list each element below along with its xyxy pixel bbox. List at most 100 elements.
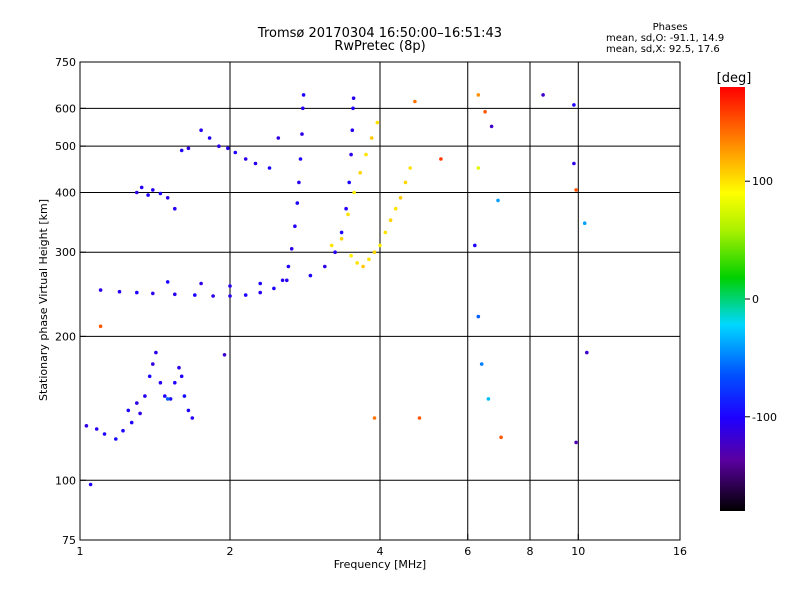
data-point — [165, 397, 170, 401]
data-point — [165, 280, 170, 284]
data-point — [383, 230, 388, 235]
data-point — [139, 185, 144, 190]
data-point — [350, 128, 355, 132]
data-point — [199, 128, 203, 132]
colorbar — [720, 87, 745, 511]
data-point — [352, 190, 357, 195]
data-point — [190, 416, 195, 420]
data-point — [286, 264, 291, 269]
data-point — [403, 180, 408, 185]
data-point — [486, 397, 491, 401]
data-point — [476, 314, 481, 319]
data-point — [199, 281, 203, 286]
y-tick-label: 500 — [55, 140, 76, 153]
data-point — [364, 152, 368, 157]
data-point — [280, 278, 285, 283]
data-point — [177, 365, 181, 370]
data-point — [344, 206, 348, 211]
data-point — [372, 416, 377, 420]
y-tick-label: 75 — [62, 534, 76, 547]
data-point — [253, 161, 258, 166]
data-point — [388, 218, 393, 222]
data-point — [168, 397, 173, 401]
data-point — [574, 440, 578, 445]
data-point — [121, 428, 125, 433]
data-point — [243, 293, 248, 297]
x-tick-label: 2 — [227, 545, 234, 558]
data-point — [258, 281, 263, 286]
x-tick-label: 16 — [673, 545, 687, 558]
data-point — [98, 324, 103, 329]
data-point — [375, 120, 380, 125]
x-tick-label: 8 — [527, 545, 534, 558]
y-tick-label: 200 — [55, 330, 76, 343]
data-point — [293, 224, 297, 228]
data-point — [228, 284, 232, 288]
data-point — [285, 278, 289, 283]
data-point — [193, 293, 197, 297]
data-point — [367, 257, 371, 262]
data-point — [489, 124, 494, 129]
title-line-1: Tromsø 20170304 16:50:00–16:51:43 — [257, 26, 503, 41]
colorbar-ticks: 100 0 -100 — [745, 175, 777, 424]
colorbar-label: [deg] — [717, 71, 752, 86]
data-point — [163, 394, 167, 398]
data-point — [158, 191, 163, 196]
y-tick-label: 100 — [55, 474, 76, 487]
data-point — [439, 157, 443, 161]
data-point — [476, 166, 481, 170]
data-point — [361, 264, 365, 269]
data-point — [151, 188, 155, 192]
data-point — [147, 374, 152, 379]
data-point — [135, 401, 139, 405]
data-point — [114, 437, 118, 441]
data-point — [88, 482, 93, 487]
data-point — [154, 350, 158, 355]
data-point — [582, 221, 587, 225]
data-point — [347, 180, 352, 185]
data-point — [138, 411, 142, 416]
data-point — [349, 152, 353, 157]
x-axis-label: Frequency [MHz] — [334, 558, 426, 571]
y-tick-label: 750 — [55, 56, 76, 69]
data-point — [372, 250, 377, 254]
data-point — [351, 106, 355, 111]
data-point — [94, 427, 99, 431]
x-tick-label: 6 — [464, 545, 471, 558]
data-points — [84, 93, 589, 487]
data-point — [572, 161, 576, 166]
phases-x-stats: mean, sd,X: 92.5, 17.6 — [606, 44, 720, 55]
data-point — [151, 291, 155, 296]
data-point — [179, 374, 184, 379]
data-point — [186, 408, 191, 413]
data-point — [84, 424, 89, 428]
data-point — [158, 380, 163, 385]
data-point — [267, 166, 272, 170]
data-point — [217, 144, 221, 148]
data-point — [349, 253, 353, 258]
y-tick-label: 400 — [55, 186, 76, 199]
x-axis-ticks: 1 2 4 6 8 10 16 — [77, 534, 687, 558]
data-point — [228, 294, 232, 298]
data-point — [126, 408, 131, 413]
x-tick-label: 10 — [571, 545, 585, 558]
data-point — [572, 103, 576, 107]
data-point — [333, 250, 337, 254]
data-point — [243, 157, 248, 161]
data-point — [146, 193, 150, 197]
data-point — [339, 237, 344, 241]
data-point — [398, 196, 403, 200]
data-point — [207, 136, 212, 140]
x-tick-label: 1 — [77, 545, 84, 558]
data-point — [355, 261, 360, 265]
data-point — [289, 247, 294, 251]
data-point — [473, 243, 477, 248]
data-point — [393, 206, 398, 211]
data-point — [476, 93, 481, 97]
data-point — [308, 273, 313, 278]
colorbar-tick-label: -100 — [752, 411, 777, 424]
colorbar-tick-label: 100 — [752, 175, 773, 188]
data-point — [408, 166, 413, 170]
data-point — [369, 136, 374, 140]
data-point — [339, 230, 344, 235]
